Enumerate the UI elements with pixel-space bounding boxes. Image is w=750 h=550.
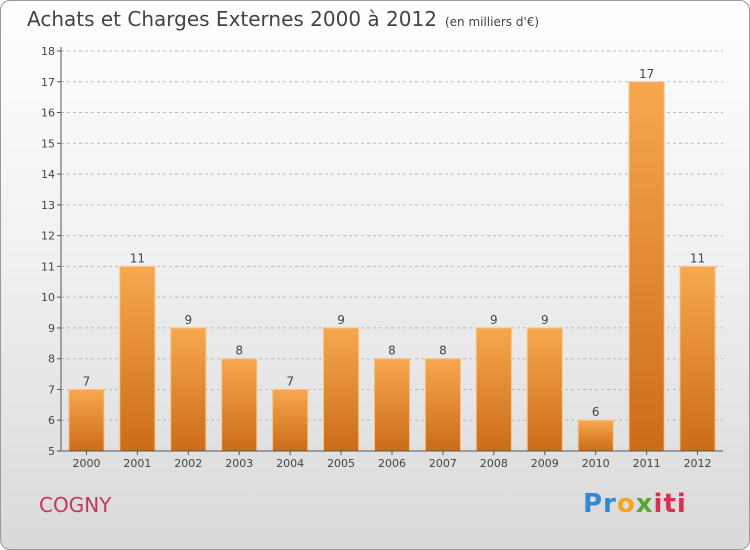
y-tick-label-11: 11 [41, 260, 55, 273]
axes [57, 47, 723, 455]
labels: 5 6 7 8 9 10 11 12 13 14 15 16 17 18 7 2000 11 2001 9 2002 8… [41, 45, 712, 470]
value-label-2002: 9 [184, 313, 192, 327]
bar-2002 [170, 327, 207, 452]
x-tick-label-2000: 2000 [72, 457, 100, 470]
value-label-2001: 11 [130, 251, 145, 265]
bar-2005 [323, 327, 360, 452]
brand-part-3: x [635, 489, 654, 519]
value-label-2004: 7 [286, 374, 294, 388]
brand-part-2: o [616, 489, 636, 519]
bar-2012 [679, 265, 716, 452]
y-tick-label-13: 13 [41, 199, 55, 212]
x-tick-label-2005: 2005 [327, 457, 355, 470]
bar-2003 [221, 358, 258, 452]
y-tick-label-7: 7 [48, 383, 55, 396]
x-tick-label-2009: 2009 [531, 457, 559, 470]
y-tick-label-15: 15 [41, 137, 55, 150]
value-label-2011: 17 [639, 67, 654, 81]
y-tick-label-8: 8 [48, 353, 55, 366]
y-tick-label-10: 10 [41, 291, 55, 304]
value-label-2010: 6 [592, 405, 600, 419]
brand-part-4: iti [653, 489, 687, 519]
y-tick-label-16: 16 [41, 107, 55, 120]
y-tick-label-9: 9 [48, 322, 55, 335]
bar-2007 [424, 358, 461, 452]
y-tick-label-12: 12 [41, 230, 55, 243]
brand-logo: Proxiti [583, 489, 687, 519]
y-tick-label-17: 17 [41, 76, 55, 89]
value-label-2009: 9 [541, 313, 549, 327]
value-label-2008: 9 [490, 313, 498, 327]
x-tick-label-2003: 2003 [225, 457, 253, 470]
title-text: Achats et Charges Externes 2000 à 2012 [27, 7, 437, 31]
y-tick-label-6: 6 [48, 414, 55, 427]
value-label-2000: 7 [83, 374, 91, 388]
bar-2001 [119, 265, 156, 452]
bar-2011 [628, 81, 665, 452]
x-tick-label-2001: 2001 [123, 457, 151, 470]
value-label-2005: 9 [337, 313, 345, 327]
x-tick-label-2012: 2012 [684, 457, 712, 470]
bar-2006 [373, 358, 411, 452]
bar-2000 [68, 388, 105, 452]
bar-2010 [577, 419, 614, 452]
brand-part-1: Pr [583, 489, 617, 519]
x-tick-label-2006: 2006 [378, 457, 406, 470]
city-name: COGNY [39, 493, 112, 517]
x-tick-label-2007: 2007 [429, 457, 457, 470]
bar-2004 [272, 388, 309, 452]
x-tick-label-2011: 2011 [633, 457, 661, 470]
value-label-2007: 8 [439, 344, 447, 358]
value-label-2006: 8 [388, 344, 396, 358]
value-label-2003: 8 [235, 344, 243, 358]
y-tick-label-14: 14 [41, 168, 55, 181]
chart-title: Achats et Charges Externes 2000 à 2012 (e… [27, 7, 539, 31]
x-tick-label-2002: 2002 [174, 457, 202, 470]
value-label-2012: 11 [690, 251, 705, 265]
title-unit: (en milliers d'€) [444, 15, 540, 29]
bars [68, 81, 716, 452]
x-tick-label-2004: 2004 [276, 457, 304, 470]
x-tick-label-2008: 2008 [480, 457, 508, 470]
bar-2009 [526, 327, 563, 452]
bar-2008 [475, 327, 512, 452]
x-tick-label-2010: 2010 [582, 457, 610, 470]
y-tick-label-5: 5 [48, 445, 55, 458]
y-tick-label-18: 18 [41, 45, 55, 58]
